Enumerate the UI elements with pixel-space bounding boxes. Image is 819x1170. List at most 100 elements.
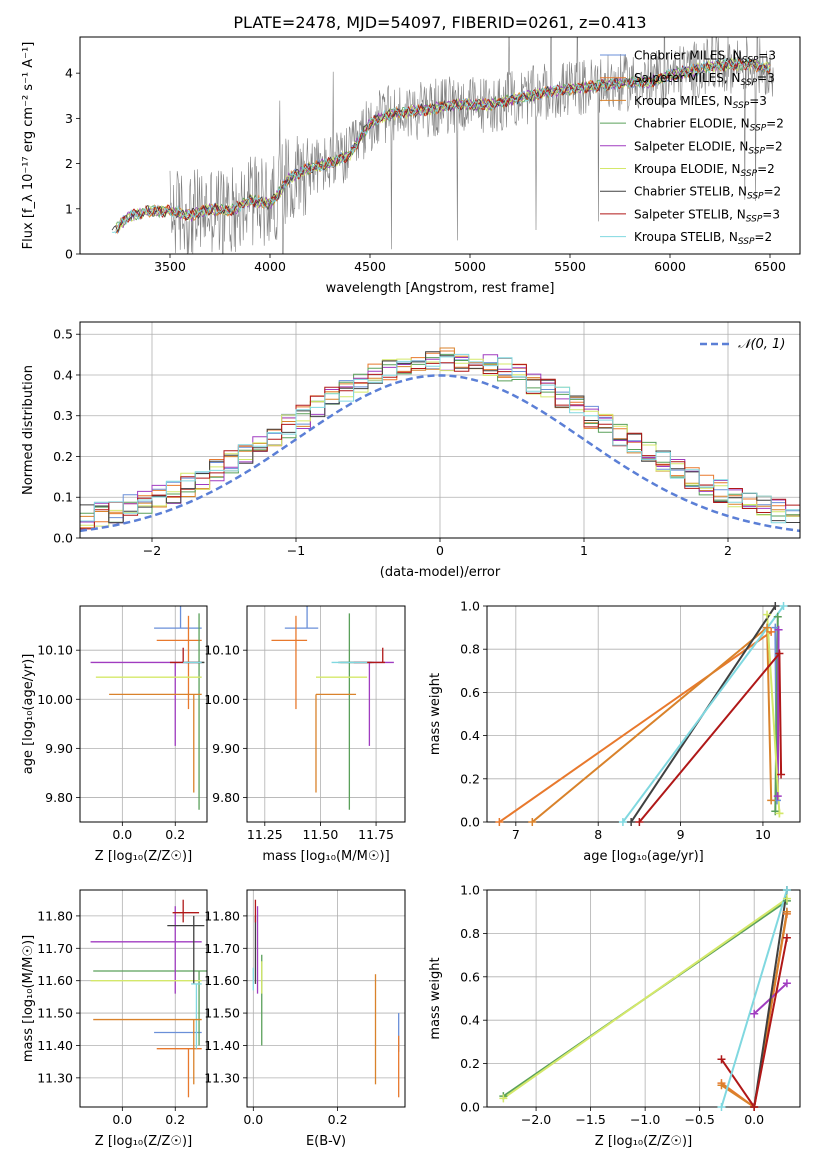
weight-marker-2: [767, 796, 776, 805]
x-tick-label: 11.75: [358, 827, 394, 842]
legend-label-0: Chabrier MILES, NSSP=3: [634, 49, 776, 66]
legend-label-1: Salpeter MILES, NSSP=3: [634, 71, 775, 88]
x-tick-label: −1: [287, 543, 305, 558]
x-tick-label: 0.0: [744, 1112, 764, 1127]
y-tick-label: 11.80: [204, 908, 240, 923]
x-tick-label: 11.50: [303, 827, 339, 842]
y-tick-label: 11.40: [37, 1038, 73, 1053]
y-tick-label: 0.4: [460, 1013, 480, 1028]
weight-marker-7: [782, 933, 791, 942]
plot-area-mass-vs-ebv: [252, 899, 400, 1098]
y-tick-label: 0.6: [460, 685, 480, 700]
x-tick-label: 8: [594, 827, 602, 842]
y-tick-label: 0.8: [460, 926, 480, 941]
weight-marker-4: [774, 625, 783, 634]
y-tick-label: 1: [65, 201, 73, 216]
weight-marker-5: [763, 610, 772, 619]
weight-marker-4: [750, 1009, 759, 1018]
y-tick-label: 0.4: [460, 728, 480, 743]
weight-marker-6: [771, 602, 780, 610]
weight-marker-4: [773, 792, 782, 801]
y-tick-label: 0.0: [460, 815, 480, 830]
y-tick-label: 11.50: [204, 1006, 240, 1021]
x-axis-label: E(B-V): [306, 1134, 346, 1149]
y-tick-label: 11.80: [37, 908, 73, 923]
weight-marker-1: [495, 818, 504, 826]
weight-line-8: [622, 606, 785, 822]
normal-reference-curve: [80, 374, 800, 533]
legend-label-5: Kroupa ELODIE, NSSP=2: [634, 162, 775, 179]
y-tick-label: 3: [65, 111, 73, 126]
weight-marker-7: [750, 1103, 759, 1111]
x-axis-label: wavelength [Angstrom, rest frame]: [326, 281, 555, 296]
plot-area-mass-vs-Z: [90, 899, 207, 1098]
y-tick-label: 11.70: [37, 941, 73, 956]
legend-label-3: Chabrier ELODIE, NSSP=2: [634, 117, 784, 134]
x-tick-label: 11.25: [247, 827, 283, 842]
model-spectrum-8: [111, 58, 770, 234]
y-axis-label: Flux [f_λ 10⁻¹⁷ erg cm⁻² s⁻¹ A⁻¹]: [21, 42, 36, 250]
y-tick-label: 1.0: [460, 883, 480, 898]
y-axis-label: mass [log₁₀(M/M☉)]: [21, 935, 36, 1062]
legend-label-6: Chabrier STELIB, NSSP=2: [634, 185, 781, 202]
y-tick-label: 10.00: [204, 692, 240, 707]
x-tick-label: 9: [677, 827, 685, 842]
model-spectrum-5: [115, 57, 771, 231]
y-tick-label: 11.60: [37, 973, 73, 988]
weight-marker-7: [777, 770, 786, 779]
x-tick-label: 0.0: [112, 1112, 132, 1127]
weight-marker-3: [771, 807, 780, 816]
x-axis-label: mass [log₁₀(M/M☉)]: [262, 849, 389, 864]
y-tick-label: 11.40: [204, 1038, 240, 1053]
x-tick-label: 0.2: [165, 1112, 185, 1127]
y-tick-label: 9.90: [45, 741, 73, 756]
x-tick-label: −2.0: [521, 1112, 551, 1127]
axes-frame: [486, 605, 801, 823]
y-tick-label: 0.3: [53, 408, 73, 423]
weight-marker-3: [773, 612, 782, 621]
observed-spectrum: [169, 37, 774, 254]
y-tick-label: 10.10: [37, 643, 73, 658]
x-axis-label: Z [log₁₀(Z/Z☉)]: [95, 1134, 192, 1149]
x-tick-label: −0.5: [684, 1112, 714, 1127]
weight-line-2: [720, 911, 788, 1107]
y-tick-label: 0.8: [460, 642, 480, 657]
y-tick-label: 0.2: [460, 1056, 480, 1071]
x-tick-label: 5000: [454, 259, 486, 274]
legend-label-4: Salpeter ELODIE, NSSP=2: [634, 139, 783, 156]
x-tick-label: 1: [580, 543, 588, 558]
x-axis-label: age [log₁₀(age/yr)]: [583, 849, 704, 864]
y-axis-label: Normed distribution: [21, 365, 36, 495]
y-axis-label: mass weight: [428, 673, 443, 755]
legend-label-8: Kroupa STELIB, NSSP=2: [634, 230, 772, 247]
weight-line-7: [720, 937, 788, 1107]
axes-mass-vs-Z: 0.0 0.2 11.30 11.40 11.50 11.60 11.70 11.80 Z [l…: [21, 889, 208, 1149]
y-tick-label: 11.60: [204, 973, 240, 988]
x-axis-label: Z [log₁₀(Z/Z☉)]: [95, 849, 192, 864]
x-tick-label: 6000: [654, 259, 686, 274]
x-tick-label: 0.2: [328, 1112, 348, 1127]
plots-layer: 3500 4000 4500 5000 5500 6000 6500 0 1 2 3 4 wavelen…: [21, 36, 801, 1149]
weight-marker-1: [767, 627, 776, 636]
y-tick-label: 9.80: [212, 790, 240, 805]
axes-frame: [246, 889, 406, 1108]
legend-normal-label: 𝒩(0, 1): [738, 337, 785, 352]
spectrum-legend: Chabrier MILES, NSSP=3 Salpeter MILES, NS…: [600, 49, 784, 247]
weight-marker-2: [763, 623, 772, 632]
axes-frame: [486, 889, 801, 1108]
axes-spectrum: 3500 4000 4500 5000 5500 6000 6500 0 1 2 3 4 wavelen…: [21, 36, 801, 296]
weight-marker-8: [782, 886, 791, 894]
x-tick-label: 0: [436, 543, 444, 558]
legend-label-7: Salpeter STELIB, NSSP=3: [634, 207, 780, 224]
y-tick-label: 9.90: [212, 741, 240, 756]
weight-marker-6: [627, 818, 636, 826]
weight-marker-7: [717, 1055, 726, 1064]
weight-marker-2: [717, 1081, 726, 1090]
plot-area-weight-vs-Z: [502, 890, 788, 1107]
weight-marker-2: [528, 818, 537, 826]
residual-hist-8: [80, 353, 800, 524]
y-tick-label: 0.2: [460, 771, 480, 786]
y-tick-label: 0.4: [53, 367, 73, 382]
x-tick-label: 2: [724, 543, 732, 558]
